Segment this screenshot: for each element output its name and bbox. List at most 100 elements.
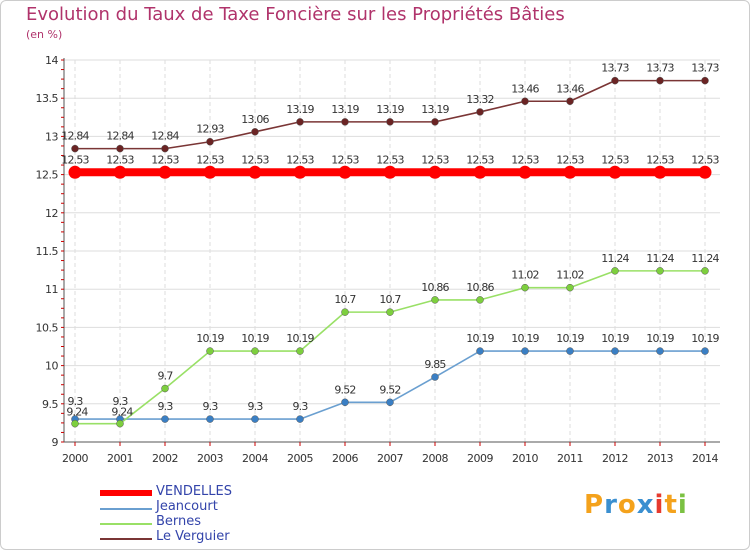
data-point [386, 308, 394, 316]
data-point [161, 384, 169, 393]
x-tick-label: 2004 [242, 452, 268, 465]
y-tick-label: 11 [45, 283, 58, 296]
data-point [701, 76, 709, 85]
legend-label-jeancourt: Jeancourt [156, 499, 218, 514]
data-point [206, 137, 214, 146]
data-label: 13.19 [421, 103, 449, 116]
logo-letter: P [584, 490, 605, 520]
data-point [473, 165, 487, 179]
data-label: 13.46 [511, 82, 539, 95]
data-label: 11.24 [601, 252, 629, 265]
chart-title: Evolution du Taux de Taxe Foncière sur l… [26, 4, 565, 25]
data-point [431, 373, 439, 381]
data-label: 10.86 [421, 281, 449, 294]
data-label: 11.02 [511, 269, 539, 282]
data-point [656, 76, 664, 85]
data-point [611, 267, 619, 275]
x-tick-label: 2001 [107, 452, 133, 465]
x-tick-label: 2014 [692, 452, 718, 465]
data-label: 13.19 [376, 103, 404, 116]
logo-letter: o [617, 490, 637, 520]
data-point [566, 283, 574, 292]
data-label: 12.53 [691, 153, 719, 166]
data-point [251, 415, 259, 423]
data-point [428, 165, 442, 179]
data-point [566, 347, 574, 355]
data-label: 12.84 [106, 130, 134, 143]
data-point [476, 108, 484, 116]
data-label: 13.73 [646, 62, 674, 75]
data-point [611, 347, 619, 355]
data-label: 12.53 [331, 153, 359, 166]
data-label: 9.24 [111, 406, 133, 419]
data-point [248, 165, 262, 179]
legend-item-vendelles: VENDELLES [100, 484, 360, 501]
data-point [161, 144, 169, 153]
x-tick-label: 2012 [602, 452, 628, 465]
data-point [296, 118, 304, 126]
data-label: 10.19 [511, 332, 539, 345]
data-label: 10.19 [691, 332, 719, 345]
legend-swatch-vendelles [100, 490, 152, 496]
data-label: 12.53 [241, 153, 269, 166]
logo-letter: i [654, 490, 665, 520]
data-point [656, 267, 664, 275]
data-point [563, 165, 577, 179]
data-label: 11.24 [691, 252, 719, 265]
data-point [161, 415, 169, 423]
data-label: 10.19 [646, 332, 674, 345]
data-point [653, 165, 667, 179]
data-label: 10.19 [601, 332, 629, 345]
y-tick-label: 9.5 [42, 398, 58, 411]
data-label: 12.93 [196, 123, 224, 136]
data-label: 12.53 [421, 153, 449, 166]
y-tick-label: 10 [45, 360, 58, 373]
data-label: 13.19 [331, 103, 359, 116]
legend-label-le-verguier: Le Verguier [156, 529, 230, 544]
data-label: 9.7 [157, 370, 173, 383]
data-label: 10.19 [466, 332, 494, 345]
data-label: 12.53 [601, 153, 629, 166]
data-point [611, 76, 619, 85]
unit-label: (en %) [26, 28, 63, 41]
data-label: 12.53 [61, 153, 89, 166]
data-point [701, 347, 709, 355]
legend-swatch-jeancourt [100, 508, 152, 510]
data-label: 13.73 [691, 62, 719, 75]
data-label: 9.3 [292, 400, 308, 413]
legend-item-jeancourt: Jeancourt [100, 499, 360, 516]
data-label: 9.3 [112, 395, 128, 408]
data-point [251, 128, 259, 136]
data-label: 13.32 [466, 93, 494, 106]
x-tick-label: 2009 [467, 452, 493, 465]
data-label: 9.3 [202, 400, 218, 413]
data-point [518, 165, 532, 179]
data-label: 12.53 [646, 153, 674, 166]
data-point [521, 283, 529, 292]
data-label: 9.24 [66, 406, 88, 419]
logo-letter: i [677, 490, 688, 520]
legend-item-le-verguier: Le Verguier [100, 529, 360, 546]
y-tick-label: 13 [45, 130, 58, 143]
data-point [656, 347, 664, 355]
y-tick-label: 9 [52, 436, 59, 449]
x-tick-label: 2000 [62, 452, 88, 465]
data-point [521, 347, 529, 355]
data-point [293, 165, 307, 179]
data-point [113, 165, 127, 179]
logo-letter: x [636, 490, 655, 520]
data-label: 12.53 [376, 153, 404, 166]
data-label: 12.84 [151, 130, 179, 143]
data-point [251, 347, 259, 355]
data-label: 10.7 [334, 293, 356, 306]
data-label: 12.53 [511, 153, 539, 166]
y-tick-label: 14 [45, 54, 58, 67]
data-label: 9.3 [247, 400, 263, 413]
legend-label-vendelles: VENDELLES [156, 484, 233, 499]
y-tick-label: 13.5 [36, 92, 59, 105]
data-point [71, 144, 79, 153]
data-point [116, 419, 124, 428]
legend-swatch-bernes [100, 523, 152, 525]
